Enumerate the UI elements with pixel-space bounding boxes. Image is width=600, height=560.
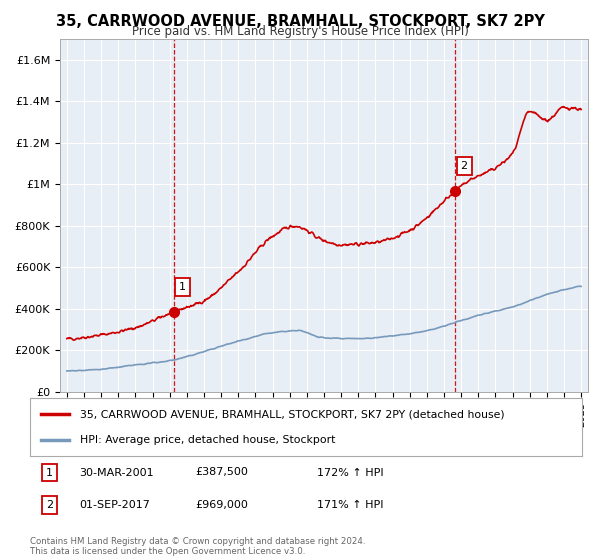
Text: Price paid vs. HM Land Registry's House Price Index (HPI): Price paid vs. HM Land Registry's House …	[131, 25, 469, 38]
Text: 171% ↑ HPI: 171% ↑ HPI	[317, 500, 383, 510]
Text: This data is licensed under the Open Government Licence v3.0.: This data is licensed under the Open Gov…	[30, 547, 305, 556]
Text: 35, CARRWOOD AVENUE, BRAMHALL, STOCKPORT, SK7 2PY: 35, CARRWOOD AVENUE, BRAMHALL, STOCKPORT…	[56, 14, 544, 29]
Text: 2: 2	[460, 161, 467, 171]
Text: £387,500: £387,500	[196, 468, 248, 478]
Text: 2: 2	[46, 500, 53, 510]
Text: 35, CARRWOOD AVENUE, BRAMHALL, STOCKPORT, SK7 2PY (detached house): 35, CARRWOOD AVENUE, BRAMHALL, STOCKPORT…	[80, 409, 505, 419]
Text: Contains HM Land Registry data © Crown copyright and database right 2024.: Contains HM Land Registry data © Crown c…	[30, 537, 365, 546]
Text: 1: 1	[179, 282, 186, 292]
Text: 172% ↑ HPI: 172% ↑ HPI	[317, 468, 383, 478]
Text: HPI: Average price, detached house, Stockport: HPI: Average price, detached house, Stoc…	[80, 435, 335, 445]
Text: 1: 1	[46, 468, 53, 478]
Text: 01-SEP-2017: 01-SEP-2017	[80, 500, 151, 510]
Text: 30-MAR-2001: 30-MAR-2001	[80, 468, 154, 478]
Text: £969,000: £969,000	[196, 500, 248, 510]
